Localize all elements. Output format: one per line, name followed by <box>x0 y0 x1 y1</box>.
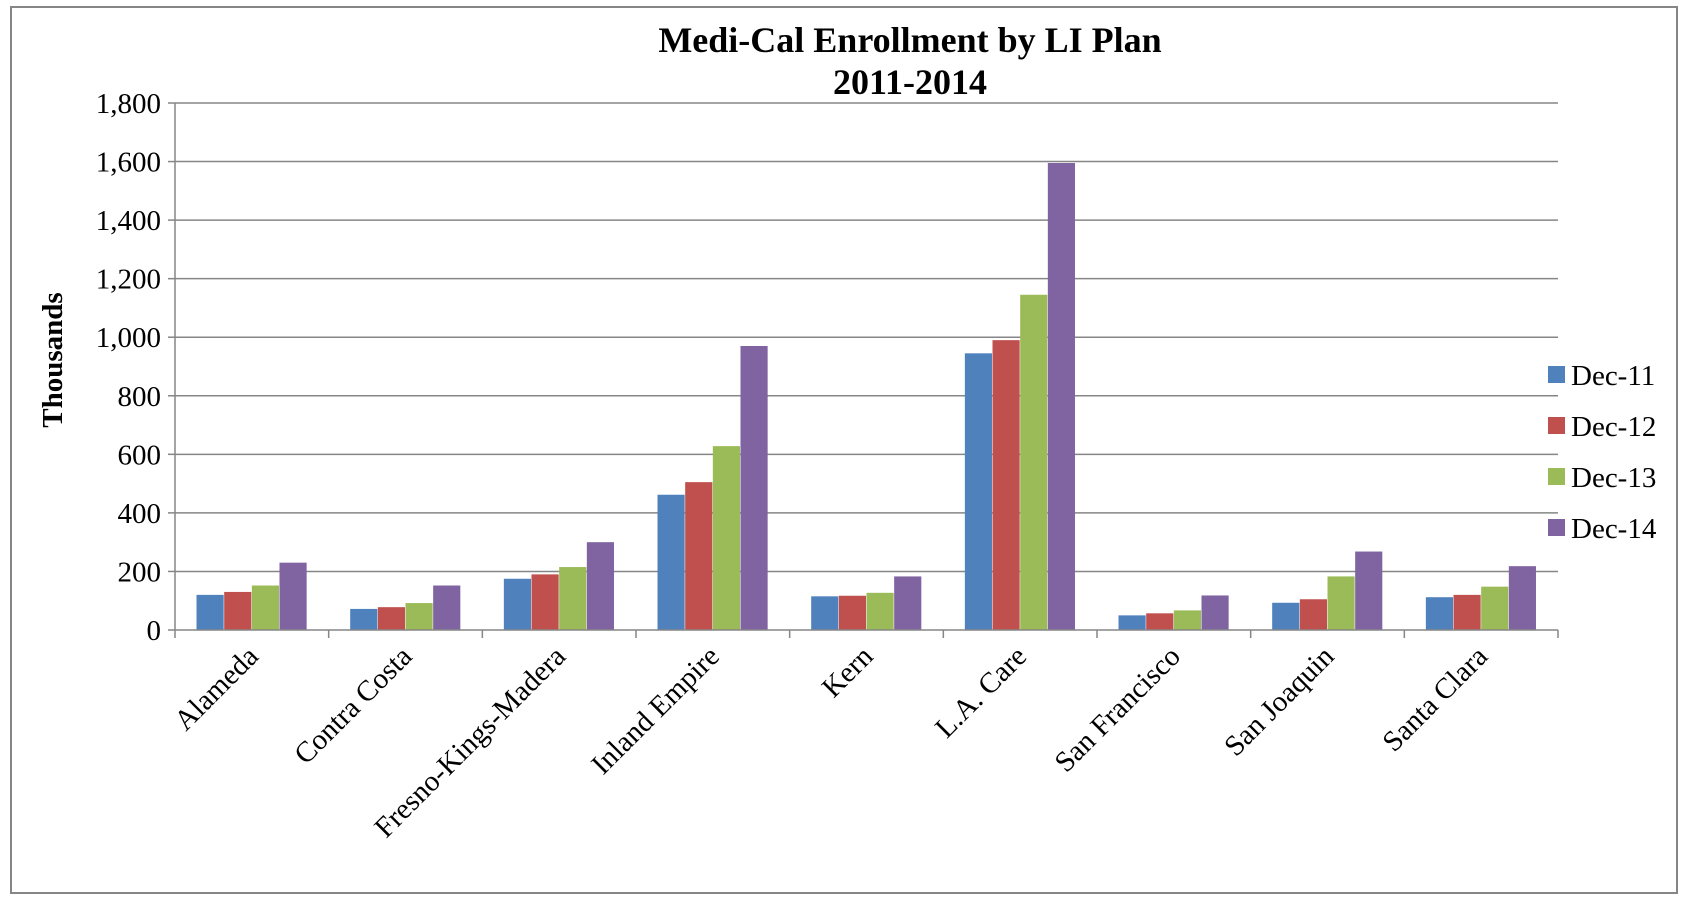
y-tick-label: 0 <box>147 615 162 647</box>
bar <box>405 603 433 630</box>
chart-title: Medi-Cal Enrollment by LI Plan <box>658 20 1161 60</box>
bar <box>1425 597 1454 630</box>
bar <box>224 591 252 630</box>
gridlines <box>175 102 1558 573</box>
bar <box>586 542 614 630</box>
y-tick-label: 1,800 <box>96 88 161 120</box>
legend-swatch <box>1548 366 1565 383</box>
legend-swatch <box>1548 468 1565 485</box>
bar <box>1355 551 1383 630</box>
bar <box>1508 566 1536 630</box>
bar <box>1201 595 1229 630</box>
bars <box>196 163 1536 630</box>
bar <box>196 594 224 630</box>
legend: Dec-11 Dec-12 Dec-13 Dec-14 <box>1548 360 1657 545</box>
bar <box>838 595 866 630</box>
bar <box>503 578 532 630</box>
bar <box>992 340 1020 630</box>
bar <box>377 607 405 630</box>
bar <box>866 592 894 630</box>
bar <box>1173 610 1201 630</box>
bar <box>433 585 461 630</box>
y-axis-ticks: 0 200 400 600 800 1,000 1,200 1,400 1,600 1,800 <box>96 88 161 647</box>
bar <box>251 585 279 630</box>
legend-swatch <box>1548 417 1565 434</box>
bar <box>1453 594 1481 630</box>
y-tick-label: 1,600 <box>96 147 161 179</box>
bar <box>279 562 307 630</box>
bar <box>1146 613 1174 630</box>
bar <box>657 494 685 630</box>
bar <box>811 596 839 630</box>
legend-label: Dec-13 <box>1571 462 1656 494</box>
y-tick-label: 1,000 <box>96 322 161 354</box>
bar <box>1272 602 1300 630</box>
y-tick-label: 1,400 <box>96 205 161 237</box>
bar <box>350 608 378 630</box>
axes <box>168 102 1559 638</box>
chart-border <box>10 6 1678 894</box>
bar <box>964 353 993 630</box>
legend-swatch <box>1548 519 1565 536</box>
chart-subtitle: 2011-2014 <box>833 62 987 102</box>
y-tick-label: 800 <box>118 381 162 413</box>
bar <box>1020 294 1048 630</box>
bar <box>740 346 768 630</box>
bar <box>559 567 587 630</box>
bar <box>1481 586 1509 630</box>
bar <box>531 574 559 630</box>
bar <box>712 446 740 630</box>
bar <box>1327 576 1355 630</box>
y-tick-label: 600 <box>118 439 162 471</box>
y-axis-label: Thousands <box>37 292 69 427</box>
legend-label: Dec-11 <box>1571 360 1655 392</box>
bar <box>685 482 713 630</box>
legend-label: Dec-14 <box>1571 513 1657 545</box>
bar <box>894 576 922 630</box>
y-tick-label: 400 <box>118 498 162 530</box>
bar <box>1047 163 1075 630</box>
bar <box>1118 615 1146 630</box>
y-tick-label: 200 <box>118 556 162 588</box>
y-tick-label: 1,200 <box>96 264 161 296</box>
bar <box>1299 599 1327 630</box>
legend-label: Dec-12 <box>1571 411 1656 443</box>
